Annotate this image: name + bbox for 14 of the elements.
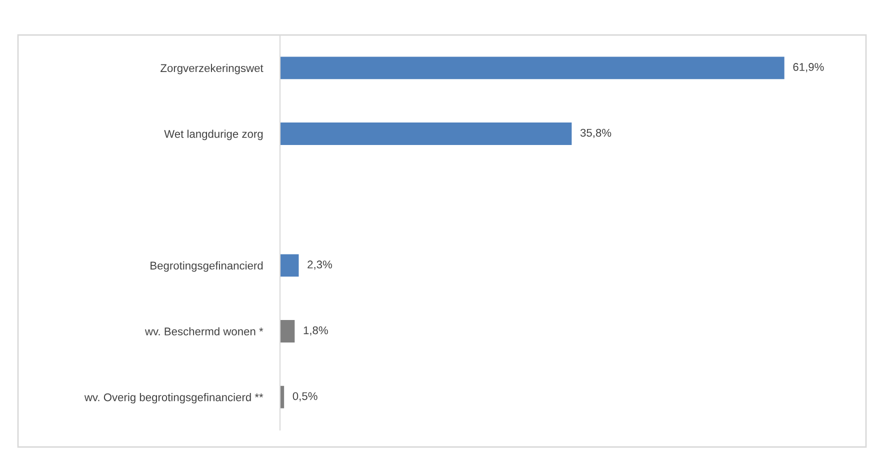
y-tick-label: Zorgverzekeringswet [160, 64, 264, 74]
data-label: 0,5% [292, 392, 318, 402]
data-label: 61,9% [793, 63, 824, 72]
y-tick-label: wv. Beschermd wonen * [144, 327, 264, 336]
y-tick-label: Wet langdurige zorg [164, 130, 263, 140]
bar [280, 320, 295, 342]
data-label: 2,3% [308, 260, 332, 270]
data-label: 35,8% [580, 128, 612, 138]
y-tick-label: wv. Overig begrotingsgefinancierd ** [84, 393, 264, 404]
bar [280, 56, 784, 80]
y-tick-label: Begrotingsgefinancierd [150, 261, 263, 272]
bar [280, 122, 572, 145]
data-label: 1,8% [304, 326, 328, 336]
bar [280, 254, 299, 277]
